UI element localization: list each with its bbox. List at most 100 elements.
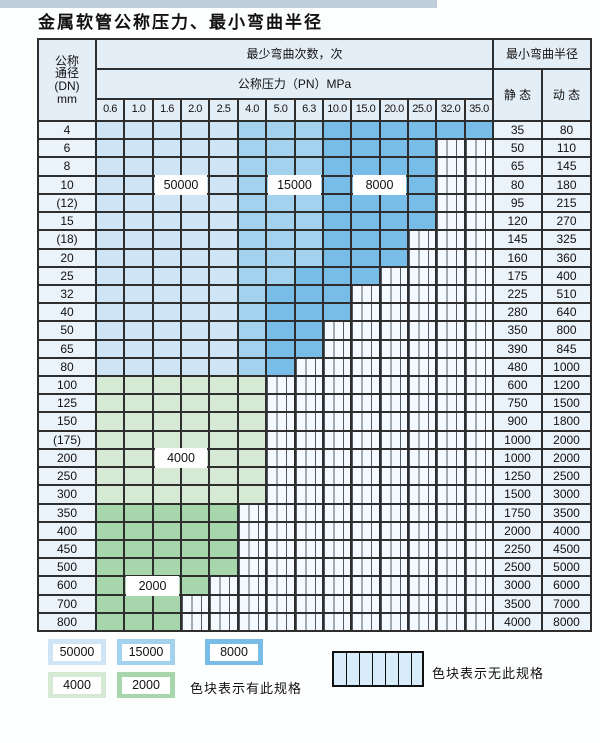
spec-cell [181,121,209,139]
spec-cell [351,522,380,540]
spec-cell [266,194,295,212]
spec-cell [238,212,266,230]
spec-cell [408,157,436,176]
dynamic-value: 1800 [542,412,591,431]
dynamic-value: 4000 [542,522,591,540]
spec-cell [380,157,408,176]
spec-cell [153,558,181,576]
spec-cell [323,467,351,485]
spec-cell [408,139,436,157]
static-value: 3500 [493,595,542,613]
spec-cell [124,176,153,194]
spec-cell [238,121,266,139]
spec-cell [209,485,238,504]
spec-cell [465,121,493,139]
spec-cell [209,249,238,267]
spec-cell [380,376,408,394]
spec-cell [323,321,351,340]
spec-cell [266,576,295,595]
spec-cell [238,267,266,285]
spec-cell [266,303,295,321]
row-label-dn-40: 40 [38,303,96,321]
spec-cell [351,376,380,394]
spec-cell [465,321,493,340]
spec-cell [96,249,124,267]
spec-cell [238,249,266,267]
dynamic-value: 80 [542,121,591,139]
row-label-dn-32: 32 [38,285,96,303]
spec-cell [380,230,408,249]
spec-cell [209,576,238,595]
spec-cell [96,504,124,522]
spec-cell [209,121,238,139]
spec-cell [380,267,408,285]
spec-cell [380,394,408,412]
spec-cell [295,522,323,540]
spec-cell [380,340,408,358]
spec-cell [96,467,124,485]
static-value: 280 [493,303,542,321]
row-label-dn-6: 6 [38,139,96,157]
spec-cell [124,595,153,613]
row-label-dn-20: 20 [38,249,96,267]
spec-cell [380,321,408,340]
spec-cell [351,267,380,285]
spec-cell [351,431,380,449]
spec-cell [323,340,351,358]
dynamic-value: 4500 [542,540,591,558]
static-value: 600 [493,376,542,394]
cycle-count-label-4000: 4000 [155,448,207,468]
spec-cell [351,121,380,139]
spec-cell [323,595,351,613]
spec-cell [323,376,351,394]
spec-cell [351,303,380,321]
spec-cell [380,412,408,431]
spec-cell [266,540,295,558]
spec-cell [238,321,266,340]
spec-cell [124,522,153,540]
legend-label-15000: 15000 [122,643,170,661]
spec-cell [96,157,124,176]
spec-cell [465,412,493,431]
spec-cell [181,303,209,321]
spec-cell [351,230,380,249]
spec-cell [181,230,209,249]
spec-cell [209,358,238,376]
spec-cell [408,613,436,631]
spec-cell [209,504,238,522]
header-pn-32.0: 32.0 [436,99,465,121]
spec-cell [124,412,153,431]
spec-cell [436,595,465,613]
spec-cell [209,540,238,558]
spec-cell [124,321,153,340]
spec-cell [408,449,436,467]
spec-cell [436,485,465,504]
legend-swatch-50000: 50000 [48,639,106,665]
spec-cell [209,176,238,194]
spec-cell [408,267,436,285]
spec-cell [238,340,266,358]
spec-cell [436,194,465,212]
static-value: 2250 [493,540,542,558]
spec-cell [295,449,323,467]
row-label-dn-(18): (18) [38,230,96,249]
spec-cell [380,504,408,522]
spec-cell [181,376,209,394]
spec-cell [351,394,380,412]
spec-cell [436,522,465,540]
spec-cell [124,467,153,485]
spec-cell [124,504,153,522]
spec-cell [436,613,465,631]
legend-swatch-4000: 4000 [48,672,106,698]
spec-cell [238,431,266,449]
static-value: 350 [493,321,542,340]
spec-cell [209,613,238,631]
static-value: 120 [493,212,542,230]
spec-cell [96,522,124,540]
spec-cell [209,558,238,576]
dynamic-value: 270 [542,212,591,230]
spec-cell [436,303,465,321]
spec-cell [238,194,266,212]
spec-cell [96,230,124,249]
spec-cell [408,558,436,576]
